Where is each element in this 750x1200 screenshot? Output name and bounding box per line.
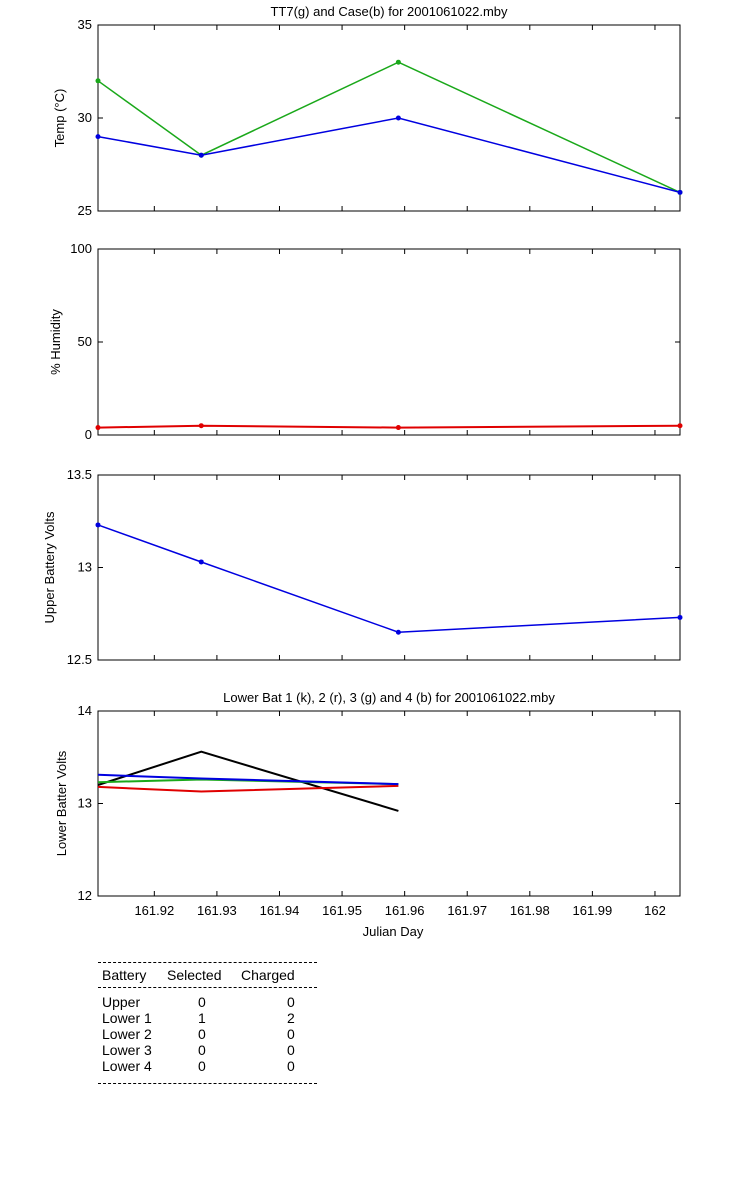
series-line-blue xyxy=(97,773,399,786)
y-tick-label: 50 xyxy=(78,334,92,349)
data-point xyxy=(198,152,204,158)
data-point xyxy=(395,115,401,121)
table-row: Lower 4 0 0 xyxy=(98,1058,317,1074)
x-tick-label: 161.96 xyxy=(385,903,425,918)
x-tick-label: 161.95 xyxy=(322,903,362,918)
x-tick-label: 161.93 xyxy=(197,903,237,918)
data-point xyxy=(95,425,101,431)
y-tick-label: 13 xyxy=(78,560,92,575)
x-tick-label: 161.99 xyxy=(573,903,613,918)
row-selected: 0 xyxy=(198,1042,206,1058)
data-point xyxy=(677,614,683,620)
row-charged: 0 xyxy=(287,1042,295,1058)
y-tick-label: 13 xyxy=(78,796,92,811)
row-charged: 2 xyxy=(287,1010,295,1026)
row-battery: Lower 4 xyxy=(102,1058,152,1074)
row-charged: 0 xyxy=(287,994,295,1010)
table-row: Lower 2 0 0 xyxy=(98,1026,317,1042)
y-tick-label: 12 xyxy=(78,888,92,903)
table-row: Lower 1 1 2 xyxy=(98,1010,317,1026)
x-tick-label: 161.92 xyxy=(134,903,174,918)
row-battery: Upper xyxy=(102,994,141,1010)
series-line-black xyxy=(97,750,399,812)
chart-title: TT7(g) and Case(b) for 2001061022.mby xyxy=(270,4,508,19)
table-row: Upper 0 0 xyxy=(98,994,317,1010)
plot-frame xyxy=(97,24,681,212)
y-axis-label: Temp (°C) xyxy=(52,89,67,148)
row-battery: Lower 1 xyxy=(102,1010,152,1026)
data-point xyxy=(95,522,101,528)
row-selected: 0 xyxy=(198,994,206,1010)
data-point xyxy=(677,423,683,429)
y-tick-label: 13.5 xyxy=(67,467,92,482)
table-top-rule xyxy=(98,962,317,963)
table-header-rule xyxy=(98,987,317,988)
y-tick-label: 14 xyxy=(78,703,92,718)
chart-title: Lower Bat 1 (k), 2 (r), 3 (g) and 4 (b) … xyxy=(223,690,555,705)
x-tick-label: 161.98 xyxy=(510,903,550,918)
header-selected: Selected xyxy=(167,967,222,983)
row-battery: Lower 3 xyxy=(102,1042,152,1058)
row-selected: 0 xyxy=(198,1026,206,1042)
x-tick-label: 162 xyxy=(644,903,666,918)
data-point xyxy=(395,629,401,635)
battery-table: Battery Selected Charged Upper 0 0 Lower… xyxy=(98,962,317,1084)
x-axis-label: Julian Day xyxy=(363,924,424,939)
row-charged: 0 xyxy=(287,1058,295,1074)
y-axis-label: % Humidity xyxy=(48,309,63,375)
data-point xyxy=(395,425,401,431)
plot-frame xyxy=(97,474,681,661)
x-tick-label: 161.97 xyxy=(447,903,487,918)
series-line-blue xyxy=(97,524,681,633)
series-line-red xyxy=(97,424,681,429)
y-tick-label: 25 xyxy=(78,203,92,218)
row-charged: 0 xyxy=(287,1026,295,1042)
series-line-red xyxy=(97,784,399,793)
table-bottom-rule xyxy=(98,1083,317,1084)
y-tick-label: 35 xyxy=(78,17,92,32)
data-point xyxy=(95,78,101,84)
series-line-blue xyxy=(97,117,681,194)
data-point xyxy=(677,189,683,195)
chart-figure: 25 30 35 TT7(g) and Case(b) for 2001061022.… xyxy=(42,4,683,939)
row-selected: 0 xyxy=(198,1058,206,1074)
header-charged: Charged xyxy=(241,967,295,983)
table-row: Lower 3 0 0 xyxy=(98,1042,317,1058)
y-tick-label: 12.5 xyxy=(67,652,92,667)
data-point xyxy=(198,559,204,565)
data-point xyxy=(198,423,204,429)
plot-frame xyxy=(97,248,681,436)
data-point xyxy=(95,134,101,140)
y-axis-label: Lower Batter Volts xyxy=(54,750,69,856)
y-tick-label: 100 xyxy=(70,241,92,256)
data-point xyxy=(395,59,401,65)
y-axis-label: Upper Battery Volts xyxy=(42,511,57,623)
y-tick-label: 30 xyxy=(78,110,92,125)
x-tick-label: 161.94 xyxy=(260,903,300,918)
y-tick-label: 0 xyxy=(85,427,92,442)
plot-frame xyxy=(97,710,681,897)
series-line-green xyxy=(97,61,681,194)
header-battery: Battery xyxy=(102,967,147,983)
table-header-row: Battery Selected Charged xyxy=(98,967,317,983)
row-selected: 1 xyxy=(198,1010,206,1026)
row-battery: Lower 2 xyxy=(102,1026,152,1042)
